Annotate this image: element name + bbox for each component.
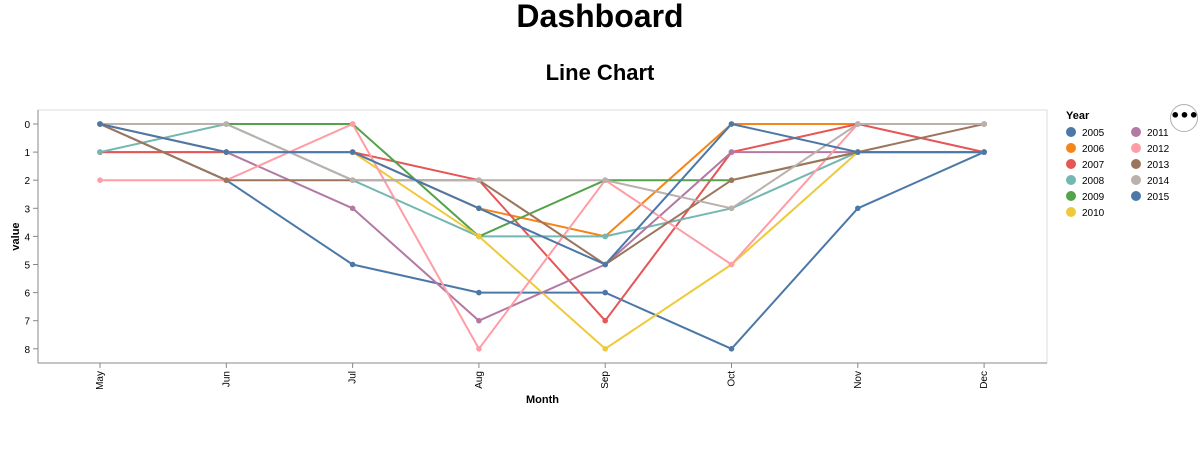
data-point-2007: [602, 317, 608, 324]
data-point-2014: [981, 121, 987, 127]
x-tick-label: Sep: [600, 371, 611, 389]
legend-label-2008: 2008: [1082, 176, 1105, 187]
x-tick-label: Jul: [348, 371, 359, 384]
data-point-2012: [97, 177, 103, 183]
legend-symbol-2012: [1131, 143, 1141, 153]
legend-label-2015: 2015: [1147, 192, 1170, 203]
data-point-2014: [223, 121, 230, 127]
data-point-2005: [602, 289, 608, 296]
data-point-2012: [476, 346, 482, 352]
data-point-2008: [97, 149, 103, 155]
data-point-2015: [855, 149, 861, 155]
y-tick-label: 8: [24, 345, 30, 356]
data-point-2014: [476, 177, 482, 183]
y-tick-label: 5: [24, 261, 30, 272]
legend-title: Year: [1066, 110, 1090, 122]
data-point-2012: [349, 121, 356, 127]
x-tick-label: May: [95, 371, 106, 390]
data-point-2010: [476, 233, 482, 240]
legend-label-2009: 2009: [1082, 192, 1105, 203]
data-point-2014: [349, 177, 356, 183]
x-tick-label: Aug: [474, 371, 485, 389]
legend-symbol-2006: [1066, 143, 1076, 153]
y-tick-label: 3: [24, 204, 30, 215]
legend-label-2010: 2010: [1082, 208, 1105, 219]
x-tick-label: Oct: [727, 371, 738, 387]
data-point-2011: [728, 149, 735, 155]
legend-label-2013: 2013: [1147, 160, 1170, 171]
legend-label-2011: 2011: [1147, 128, 1169, 139]
x-axis-title: Month: [526, 394, 559, 406]
y-tick-label: 6: [24, 289, 30, 300]
data-point-2015: [349, 149, 356, 155]
data-point-2013: [728, 177, 735, 183]
legend-symbol-2013: [1131, 159, 1141, 169]
y-tick-label: 0: [24, 120, 30, 131]
data-point-2014: [602, 177, 608, 183]
data-point-2015: [728, 121, 735, 127]
chart-title: Line Chart: [545, 60, 655, 85]
y-tick-label: 1: [24, 148, 30, 159]
data-point-2014: [728, 205, 735, 212]
legend-symbol-2009: [1066, 191, 1076, 201]
x-tick-label: Nov: [853, 371, 864, 389]
legend-label-2006: 2006: [1082, 144, 1105, 155]
data-point-2012: [728, 261, 735, 268]
y-tick-label: 4: [24, 232, 30, 243]
data-point-2015: [602, 261, 608, 268]
series-line-2013: [99, 123, 985, 266]
data-point-2008: [602, 233, 608, 240]
legend-symbol-2015: [1131, 191, 1141, 201]
data-point-2015: [97, 121, 103, 127]
y-axis-title: value: [10, 222, 22, 250]
legend-symbol-2005: [1066, 127, 1076, 137]
legend-symbol-2011: [1131, 127, 1141, 137]
legend-symbol-2007: [1066, 159, 1076, 169]
data-point-2005: [855, 205, 861, 212]
data-point-2005: [476, 289, 482, 296]
data-point-2005: [349, 261, 356, 268]
data-point-2015: [223, 149, 230, 155]
ellipsis-icon: •••: [1170, 105, 1199, 125]
legend-symbol-2010: [1066, 207, 1076, 217]
data-point-2014: [855, 121, 861, 127]
data-point-2005: [728, 346, 735, 352]
legend-symbol-2014: [1131, 175, 1141, 185]
series-line-2014: [100, 123, 985, 210]
legend-symbol-2008: [1066, 175, 1076, 185]
data-point-2011: [476, 317, 482, 324]
data-point-2015: [981, 149, 987, 155]
actions-menu-button[interactable]: •••: [1170, 104, 1199, 132]
x-tick-label: Dec: [979, 371, 990, 389]
legend-label-2014: 2014: [1147, 176, 1170, 187]
series-line-2015: [99, 123, 985, 266]
y-tick-label: 7: [24, 317, 30, 328]
data-point-2011: [349, 205, 356, 212]
dashboard-title: Dashboard: [516, 0, 684, 34]
y-tick-label: 2: [24, 176, 30, 187]
data-point-2015: [476, 205, 482, 212]
x-tick-label: Jun: [221, 371, 232, 387]
data-point-2010: [602, 346, 608, 352]
legend-label-2012: 2012: [1147, 144, 1170, 155]
legend-label-2007: 2007: [1082, 160, 1105, 171]
series-line-2011: [99, 123, 985, 322]
data-point-2013: [223, 177, 230, 183]
legend-label-2005: 2005: [1082, 128, 1105, 139]
